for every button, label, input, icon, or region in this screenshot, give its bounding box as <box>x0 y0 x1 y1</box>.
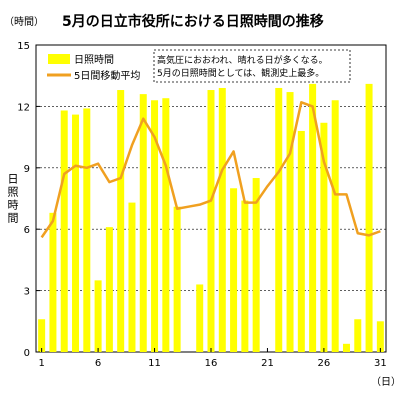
legend: 日照時間 5日間移動平均 <box>44 52 158 86</box>
bar-day-5 <box>83 108 91 353</box>
y-tick-label: 0 <box>24 348 30 359</box>
bar-day-16 <box>207 90 215 352</box>
chart-title: 5月の日立市役所における日照時間の推移 <box>62 13 324 30</box>
note-line-2: 5月の日照時間としては、観測史上最多。 <box>157 67 324 79</box>
legend-label-line: 5日間移動平均 <box>74 69 140 82</box>
bar-day-1 <box>38 319 46 352</box>
x-unit-label: （日） <box>371 376 400 388</box>
bar-day-6 <box>94 280 102 352</box>
x-tick-label: 21 <box>261 358 274 369</box>
bar-day-28 <box>342 343 350 352</box>
y-tick-label: 15 <box>17 41 30 52</box>
x-tick-label: 31 <box>374 358 387 369</box>
x-tick-label: 11 <box>148 358 161 369</box>
bar-day-10 <box>139 94 147 353</box>
bar-day-24 <box>297 130 305 352</box>
bar-day-11 <box>151 100 159 352</box>
bar-day-29 <box>354 319 362 352</box>
y-tick-label: 3 <box>24 287 30 298</box>
bar-series <box>38 83 384 353</box>
x-tick-label: 6 <box>95 358 101 369</box>
bar-day-8 <box>117 90 125 352</box>
bar-day-27 <box>331 100 339 352</box>
y-axis-label-char: 照 <box>8 186 19 199</box>
x-tick-label: 26 <box>318 358 331 369</box>
y-axis-label: 日照時間 <box>8 173 19 225</box>
bar-day-19 <box>241 200 249 352</box>
line-series <box>40 101 381 239</box>
bar-day-25 <box>309 83 317 353</box>
bar-day-18 <box>230 188 238 352</box>
bar-day-13 <box>173 206 181 352</box>
bar-day-12 <box>162 98 170 352</box>
bar-day-20 <box>252 178 260 352</box>
bar-day-2 <box>49 212 57 352</box>
y-tick-label: 12 <box>17 102 30 113</box>
bar-day-17 <box>218 87 226 352</box>
bar-day-9 <box>128 202 136 352</box>
bar-day-4 <box>72 114 80 352</box>
bar-day-23 <box>286 92 294 352</box>
bar-day-31 <box>376 321 384 352</box>
y-axis-label-char: 間 <box>8 212 19 225</box>
y-axis-label-char: 時 <box>8 199 19 212</box>
note-line-1: 高気圧におおわれ、晴れる日が多くなる。 <box>157 54 328 66</box>
legend-bar-swatch <box>48 54 70 64</box>
note-box <box>153 49 351 83</box>
y-tick-labels: 0 3 6 9 12 15 <box>17 41 40 359</box>
x-tick-labels: 1 6 11 16 21 26 31 <box>38 348 387 369</box>
bar-day-3 <box>60 110 68 352</box>
bar-day-15 <box>196 284 204 352</box>
x-tick-label: 16 <box>205 358 218 369</box>
bar-day-26 <box>320 122 328 352</box>
legend-label-bars: 日照時間 <box>74 54 114 66</box>
bar-day-30 <box>365 83 373 353</box>
y-unit-label: （時間） <box>4 16 44 28</box>
y-tick-label: 6 <box>24 225 30 236</box>
x-tick-label: 1 <box>38 358 44 369</box>
bar-day-22 <box>275 87 283 352</box>
bar-day-7 <box>105 227 113 352</box>
y-axis-label-char: 日 <box>8 173 19 186</box>
y-tick-label: 9 <box>24 164 30 175</box>
annotation-note: 高気圧におおわれ、晴れる日が多くなる。 5月の日照時間としては、観測史上最多。 <box>153 49 351 83</box>
